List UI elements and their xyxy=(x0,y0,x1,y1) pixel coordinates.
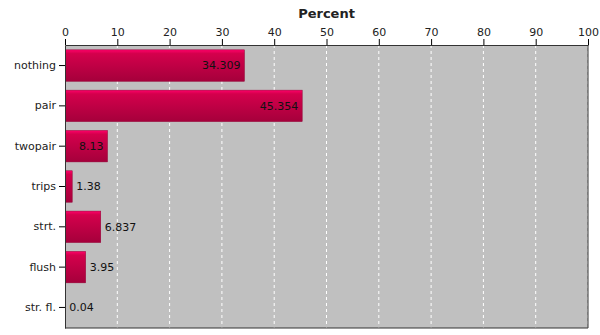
grid-line xyxy=(483,45,484,328)
tick-label: 0 xyxy=(62,26,69,39)
tick-mark xyxy=(170,39,171,45)
bar xyxy=(65,251,86,282)
tick-mark xyxy=(536,39,537,45)
grid xyxy=(65,45,588,328)
tick-label: str. fl. xyxy=(25,301,56,314)
grid-line xyxy=(535,45,536,328)
tick-mark xyxy=(59,226,65,227)
tick-label: 60 xyxy=(372,26,386,39)
plot: 0 10 20 30 40 50 60 70 80 90 100 nothing pair twopair… xyxy=(14,26,599,329)
axis-title: Percent xyxy=(298,6,355,21)
tick: 40 xyxy=(268,26,282,45)
tick: nothing xyxy=(14,59,65,72)
data-labels: 34.309 45.354 8.13 1.38 6.837 3.95 0.04 xyxy=(69,59,298,314)
tick: trips xyxy=(31,180,65,193)
tick-mark xyxy=(59,307,65,308)
tick-mark xyxy=(222,39,223,45)
tick-label: strt. xyxy=(34,220,56,233)
frame xyxy=(588,45,589,328)
tick-mark xyxy=(274,39,275,45)
tick: 100 xyxy=(578,26,599,45)
bar xyxy=(65,211,101,242)
axis-line xyxy=(65,46,66,329)
tick-label: 50 xyxy=(320,26,334,39)
grid-line xyxy=(588,45,589,328)
tick-label: 30 xyxy=(215,26,229,39)
tick-label: 40 xyxy=(268,26,282,39)
grid-line xyxy=(274,45,275,328)
tick: 0 xyxy=(62,26,69,45)
tick: 50 xyxy=(320,26,334,45)
tick: 90 xyxy=(529,26,543,45)
tick-label: 100 xyxy=(578,26,599,39)
data-label: 34.309 xyxy=(202,59,241,72)
tick: strt. xyxy=(34,220,65,233)
tick-label: 20 xyxy=(163,26,177,39)
tick-label: nothing xyxy=(14,59,56,72)
tick-label: trips xyxy=(31,180,56,193)
data-label: 0.04 xyxy=(69,301,94,314)
tick: 30 xyxy=(215,26,229,45)
tick: 70 xyxy=(425,26,439,45)
tick-mark xyxy=(59,267,65,268)
grid-line xyxy=(326,45,327,328)
bar xyxy=(65,90,302,121)
frame xyxy=(65,328,588,329)
tick-mark xyxy=(327,39,328,45)
tick: 10 xyxy=(111,26,125,45)
tick-label: pair xyxy=(35,99,57,112)
tick: 20 xyxy=(163,26,177,45)
tick: twopair xyxy=(15,140,65,153)
tick-mark xyxy=(59,65,65,66)
data-label: 1.38 xyxy=(76,180,101,193)
tick-mark xyxy=(59,186,65,187)
grid-line xyxy=(378,45,379,328)
x-axis: 0 10 20 30 40 50 60 70 80 90 100 xyxy=(62,26,599,46)
tick: flush xyxy=(29,261,65,274)
grid-line xyxy=(117,45,118,328)
data-label: 6.837 xyxy=(105,221,137,234)
y-axis: nothing pair twopair trips strt. flush str. fl… xyxy=(14,46,66,329)
plot-background xyxy=(65,45,588,328)
grid-line xyxy=(169,45,170,328)
tick-mark xyxy=(431,39,432,45)
bar xyxy=(65,171,72,202)
tick: 80 xyxy=(477,26,491,45)
bar xyxy=(65,130,108,161)
tick-mark xyxy=(588,39,589,45)
bars xyxy=(65,50,302,323)
chart: 0 10 20 30 40 50 60 70 80 90 100 nothing pair twopair… xyxy=(0,0,600,335)
tick-label: 10 xyxy=(111,26,125,39)
tick-mark xyxy=(65,39,66,45)
tick-label: twopair xyxy=(15,140,57,153)
axis-line xyxy=(66,45,589,46)
tick-label: 80 xyxy=(477,26,491,39)
tick-mark xyxy=(59,105,65,106)
data-label: 3.95 xyxy=(90,261,115,274)
tick-mark xyxy=(379,39,380,45)
data-label: 8.13 xyxy=(79,140,104,153)
grid-line xyxy=(431,45,432,328)
tick-mark xyxy=(59,146,65,147)
bar xyxy=(65,50,244,81)
tick-label: flush xyxy=(29,261,56,274)
tick: str. fl. xyxy=(25,301,65,314)
grid-line xyxy=(221,45,222,328)
tick-label: 70 xyxy=(425,26,439,39)
tick-label: 90 xyxy=(529,26,543,39)
data-label: 45.354 xyxy=(260,100,299,113)
tick-mark xyxy=(117,39,118,45)
tick: pair xyxy=(35,99,65,112)
tick-mark xyxy=(483,39,484,45)
tick: 60 xyxy=(372,26,386,45)
